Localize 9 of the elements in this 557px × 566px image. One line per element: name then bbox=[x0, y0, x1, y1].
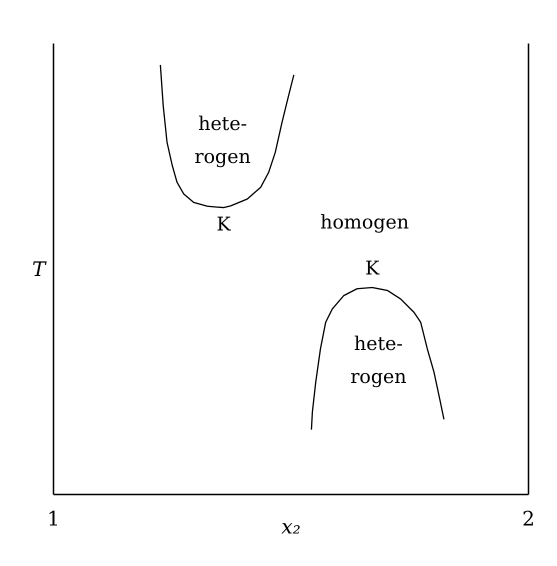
annotation: homogen bbox=[320, 212, 410, 234]
annotation: K bbox=[216, 214, 232, 236]
annotation: hete- rogen bbox=[194, 112, 251, 168]
x-tick-label: 2 bbox=[522, 506, 535, 530]
x-axis-title: x₂ bbox=[281, 514, 301, 538]
y-axis-title: T bbox=[32, 257, 48, 281]
annotation: K bbox=[365, 257, 380, 280]
x-tick-label: 1 bbox=[47, 506, 60, 530]
annotation: hete- rogen bbox=[350, 333, 406, 388]
